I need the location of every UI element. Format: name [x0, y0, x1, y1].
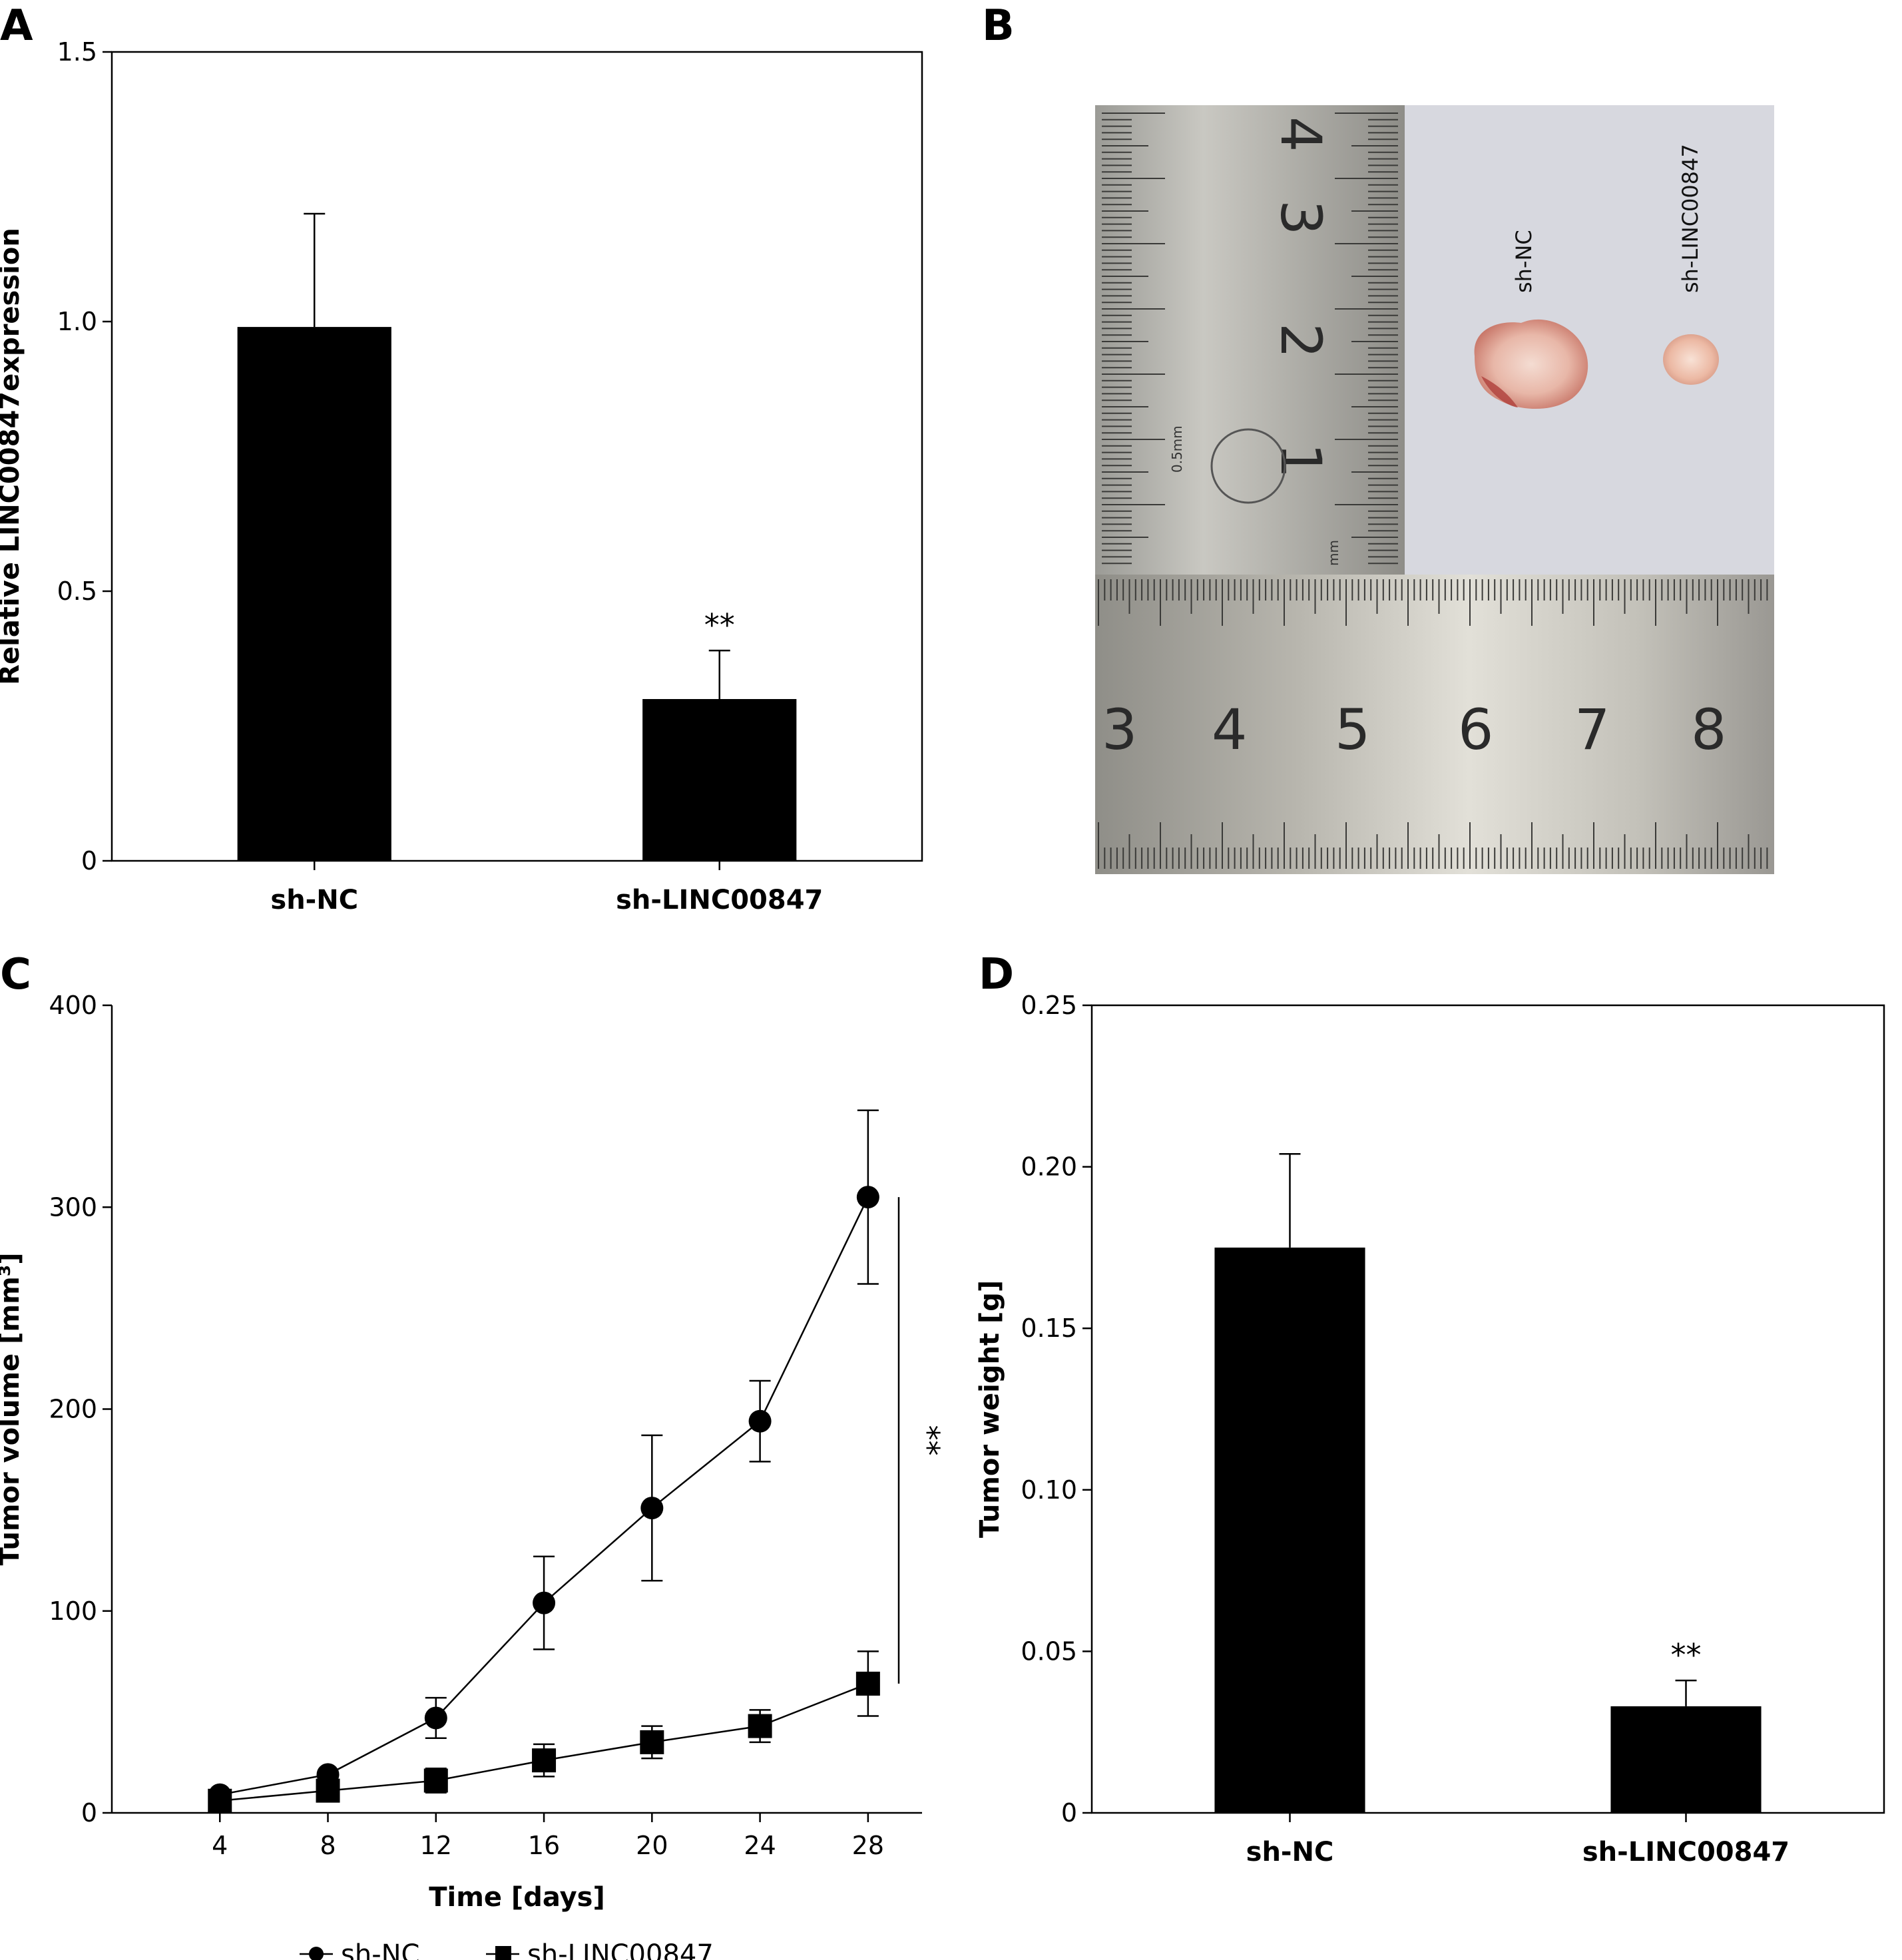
ruler-h-number-3: 3 — [1102, 697, 1137, 762]
plot-frame — [111, 51, 923, 862]
x-tick-label: 12 — [420, 1831, 452, 1860]
y-axis-title: Tumor weight [g] — [975, 1280, 1005, 1538]
ruler-h-number-5: 5 — [1335, 697, 1370, 762]
y-tick-label: 0 — [81, 846, 97, 875]
significance-label: ** — [1671, 1637, 1702, 1673]
legend-marker-circle — [309, 1947, 324, 1960]
y-tick-label: 0.25 — [1021, 991, 1077, 1020]
y-tick-label: 0.05 — [1021, 1636, 1077, 1666]
horizontal-ruler — [1095, 575, 1774, 874]
x-tick-label: 8 — [320, 1831, 336, 1860]
x-axis-title: Time [days] — [429, 1882, 605, 1913]
y-tick-label: 0.20 — [1021, 1152, 1077, 1182]
panel-letter-b: B — [982, 1, 1015, 51]
vertical-ruler-ticks — [1102, 113, 1398, 565]
bar-sh-nc — [237, 327, 391, 861]
data-point-square — [640, 1730, 664, 1754]
legend-label: sh-NC — [341, 1939, 419, 1960]
ruler-h-number-7: 7 — [1574, 697, 1610, 762]
legend-label: sh-LINC00847 — [527, 1939, 714, 1960]
ruler-small-label-1: 0.5mm — [1169, 425, 1185, 473]
chart-c-tumor-volume: 0 100 200 300 400 4 8 12 16 20 24 28 Time [days] Tumo… — [0, 991, 946, 1960]
y-axis-title: Relative LINC00847expression — [0, 228, 25, 685]
ruler-h-number-6: 6 — [1458, 697, 1493, 762]
chart-d-tumor-weight: 0 0.05 0.10 0.15 0.20 0.25 sh-NC sh-LINC00847 **… — [975, 991, 1885, 1867]
bar-sh-linc00847 — [1610, 1706, 1762, 1813]
x-tick-label: 4 — [212, 1831, 228, 1860]
x-tick-label: 24 — [744, 1831, 776, 1860]
data-point-square — [208, 1788, 232, 1813]
tumor-sh-linc00847 — [1663, 334, 1719, 385]
ruler-hole — [1210, 428, 1286, 504]
data-point-circle — [533, 1591, 556, 1614]
data-point-square — [855, 1671, 880, 1696]
ruler-h-number-4: 4 — [1212, 697, 1247, 762]
category-label: sh-NC — [270, 885, 358, 915]
data-point-circle — [856, 1186, 879, 1209]
category-label: sh-LINC00847 — [616, 885, 823, 915]
plot-frame — [1090, 1004, 1885, 1814]
bar-sh-linc00847 — [642, 699, 797, 861]
significance-label: ** — [910, 1425, 946, 1456]
chart-a-expression: 0 0.5 1.0 1.5 sh-NC sh-LINC00847 ** Relative LI… — [0, 37, 923, 915]
y-tick-label: 300 — [49, 1192, 97, 1222]
bar-sh-nc — [1214, 1247, 1365, 1813]
category-label: sh-NC — [1246, 1837, 1334, 1867]
ruler-number-3: 3 — [1268, 200, 1333, 235]
y-tick-label: 1.5 — [57, 37, 97, 67]
ruler-number-2: 2 — [1268, 323, 1333, 358]
y-axis-title: Tumor volume [mm³] — [0, 1252, 25, 1565]
ruler-number-1: 1 — [1268, 443, 1333, 478]
y-tick-label: 0.10 — [1021, 1475, 1077, 1505]
panel-letter-d: D — [979, 950, 1014, 999]
data-point-square — [532, 1748, 557, 1773]
data-point-circle — [640, 1497, 664, 1520]
data-point-square — [748, 1714, 772, 1738]
x-tick-label: 28 — [852, 1831, 884, 1860]
horizontal-ruler-ticks — [1098, 579, 1768, 869]
y-tick-label: 0 — [81, 1798, 97, 1828]
data-point-circle — [748, 1409, 772, 1433]
y-tick-label: 0 — [1061, 1798, 1077, 1828]
legend-marker-square — [495, 1946, 511, 1960]
y-tick-label: 200 — [49, 1395, 97, 1424]
y-tick-label: 1.0 — [57, 307, 97, 336]
panel-letter-c: C — [0, 950, 31, 999]
photo-label-sh-nc: sh-NC — [1511, 230, 1537, 293]
photo-label-sh-linc00847: sh-LINC00847 — [1678, 144, 1703, 293]
panel-letter-a: A — [0, 1, 33, 51]
x-tick-label: 20 — [636, 1831, 668, 1860]
ruler-number-4: 4 — [1268, 117, 1333, 152]
y-tick-label: 100 — [49, 1596, 97, 1626]
data-point-circle — [424, 1706, 447, 1730]
series-line-sh-nc — [220, 1196, 869, 1796]
x-tick-label: 16 — [528, 1831, 560, 1860]
category-label: sh-LINC00847 — [1582, 1837, 1789, 1867]
data-point-square — [316, 1778, 340, 1803]
ruler-h-number-8: 8 — [1691, 697, 1726, 762]
tumor-sh-nc-blood — [1481, 376, 1518, 407]
vertical-ruler — [1095, 105, 1405, 575]
ruler-small-label-2: mm — [1325, 540, 1341, 566]
tumor-photo: 4 3 2 1 0.5mm mm 3 4 5 6 7 8 sh-NC sh-LI… — [1095, 105, 1774, 874]
significance-label: ** — [704, 607, 735, 643]
y-tick-label: 400 — [49, 991, 97, 1020]
data-point-square — [423, 1768, 448, 1793]
y-tick-label: 0.5 — [57, 577, 97, 606]
y-tick-label: 0.15 — [1021, 1314, 1077, 1343]
tumor-sh-nc — [1474, 319, 1588, 409]
